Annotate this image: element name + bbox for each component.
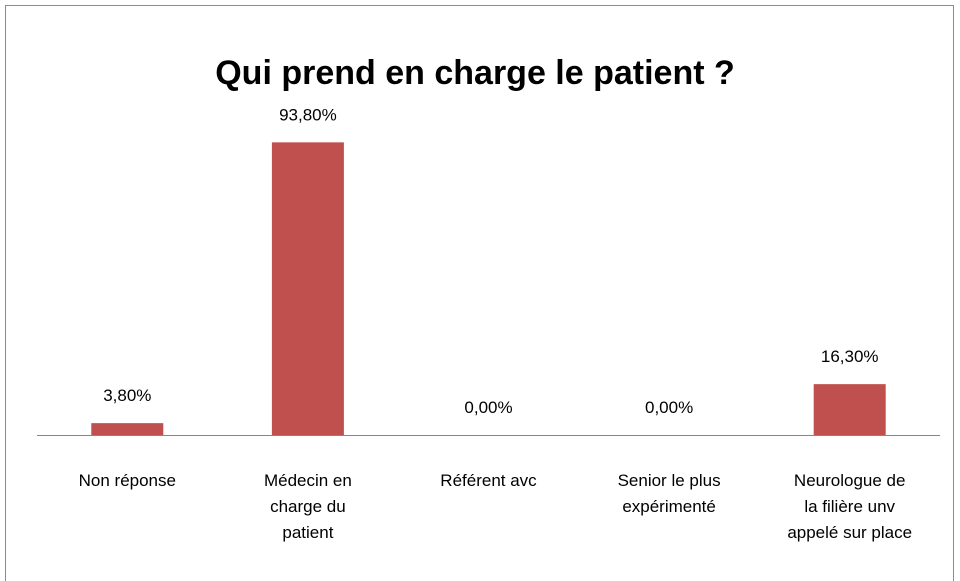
data-label: 0,00% — [645, 398, 693, 417]
x-tick-label: Neurologue de la filière unv appelé sur pl… — [787, 471, 912, 542]
chart-border — [5, 5, 954, 581]
data-label: 3,80% — [103, 386, 151, 405]
data-label: 16,30% — [821, 347, 879, 366]
x-tick-label: Senior le plus expérimenté — [618, 471, 721, 516]
bar — [813, 384, 886, 435]
x-tick-label: Non réponse — [79, 471, 176, 490]
chart-title: Qui prend en charge le patient ? — [215, 54, 735, 92]
x-tick-label: Médecin en charge du patient — [264, 471, 352, 542]
bar — [271, 142, 344, 435]
data-label: 0,00% — [464, 398, 512, 417]
data-label: 93,80% — [279, 105, 337, 124]
bar — [91, 423, 164, 435]
x-tick-label: Référent avc — [440, 471, 537, 490]
